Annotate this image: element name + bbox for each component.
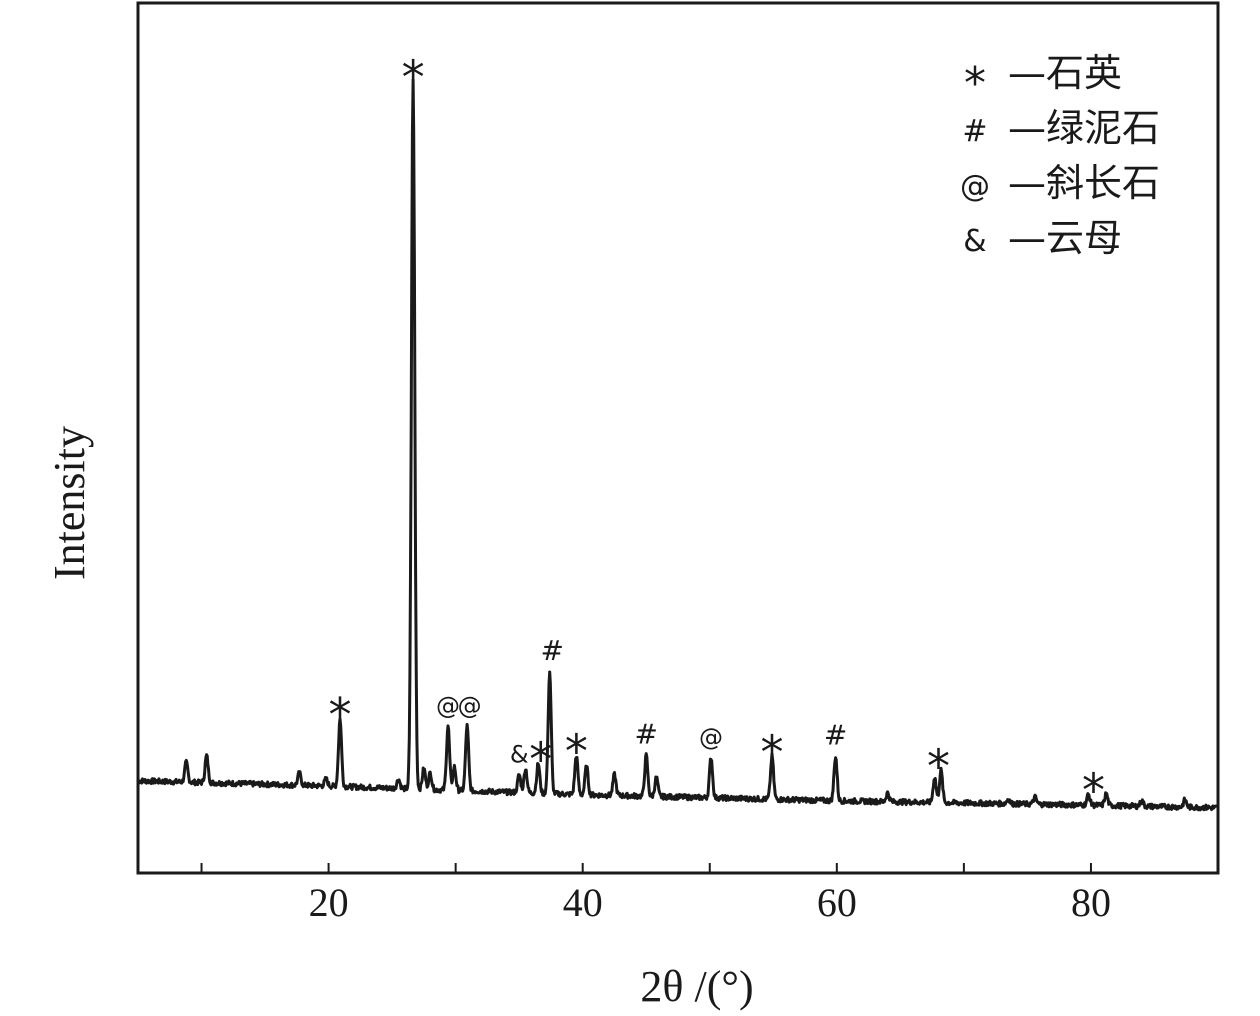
x-axis-tick-labels: 20 40 60 80 xyxy=(309,880,1111,925)
legend-label-ampersand: —云母 xyxy=(1008,216,1122,260)
peak-marker-asterisk: * xyxy=(761,725,784,779)
x-tick-label-20: 20 xyxy=(309,880,349,925)
legend-label-hash: —绿泥石 xyxy=(1008,106,1160,150)
peak-marker-hash: # xyxy=(635,718,658,751)
xrd-pattern-line xyxy=(137,78,1219,812)
x-axis-label: 2θ /(°) xyxy=(640,962,753,1011)
peak-marker-asterisk: * xyxy=(329,688,352,742)
plot-frame xyxy=(136,1,1220,875)
peak-marker-at: @ xyxy=(436,692,460,720)
legend-symbol-ampersand: & xyxy=(963,224,986,259)
legend: * —石英 # —绿泥石 @ —斜长石& —云母 xyxy=(960,51,1160,260)
peak-marker-hash: # xyxy=(540,634,563,667)
x-tick-label-80: 80 xyxy=(1071,880,1111,925)
legend-symbol-at: @ xyxy=(960,169,990,204)
peak-marker-ampersand: & xyxy=(510,741,529,769)
peak-marker-asterisk: * xyxy=(927,739,950,793)
peak-marker-at: @ xyxy=(699,723,723,751)
peak-marker-asterisk: * xyxy=(402,50,425,104)
legend-symbol-asterisk: * xyxy=(964,58,986,109)
x-tick-label-40: 40 xyxy=(563,880,603,925)
peak-marker-asterisk: * xyxy=(565,725,588,779)
peak-markers: **@@& * *## @ * #* * xyxy=(329,50,1105,817)
peak-marker-asterisk: * xyxy=(529,732,552,786)
legend-symbol-hash: # xyxy=(962,114,987,149)
x-axis-ticks xyxy=(200,863,1219,873)
peak-marker-at: @ xyxy=(458,692,482,720)
legend-label-at: —斜长石 xyxy=(1008,161,1160,205)
x-tick-label-60: 60 xyxy=(817,880,857,925)
peak-marker-asterisk: * xyxy=(1082,764,1105,818)
legend-label-asterisk: —石英 xyxy=(1008,51,1122,95)
y-axis-label: Intensity xyxy=(45,426,94,580)
peak-marker-hash: # xyxy=(824,718,847,751)
